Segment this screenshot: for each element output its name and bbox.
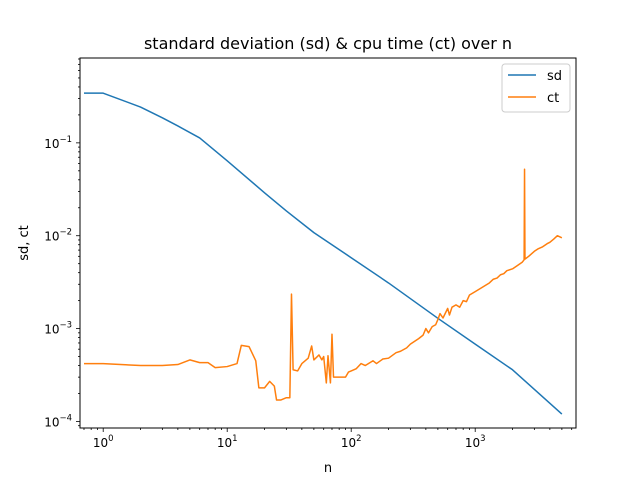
y-tick-label: 10−2 — [44, 228, 72, 244]
legend: sd ct — [501, 63, 571, 113]
y-tick-label: 10−1 — [44, 135, 72, 151]
plot-frame — [79, 57, 577, 429]
series-line-sd — [83, 92, 563, 415]
legend-label-ct: ct — [547, 91, 559, 106]
x-tick-label: 103 — [465, 434, 486, 450]
series-layer — [83, 92, 563, 415]
x-tick-label: 100 — [93, 434, 114, 450]
y-tick-label: 10−3 — [44, 321, 72, 337]
legend-label-sd: sd — [547, 69, 562, 84]
chart-title: standard deviation (sd) & cpu time (ct) … — [144, 34, 512, 53]
y-tick-label: 10−4 — [44, 413, 72, 429]
x-axis: 100 101 102 103 — [83, 428, 573, 450]
y-axis: 10−4 10−3 10−2 10−1 — [44, 58, 80, 429]
legend-frame — [501, 63, 571, 113]
x-tick-label: 102 — [341, 434, 362, 450]
x-axis-label: n — [324, 461, 332, 476]
y-axis-label: sd, ct — [17, 225, 32, 261]
series-line-ct — [83, 168, 563, 401]
x-tick-label: 101 — [217, 434, 238, 450]
